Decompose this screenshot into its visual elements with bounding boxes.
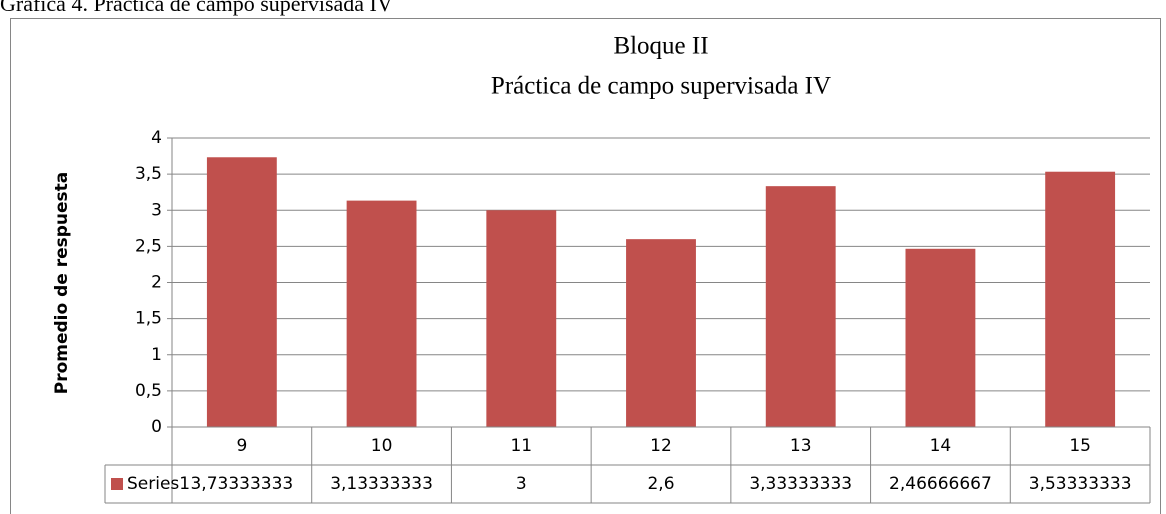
bar (206, 157, 277, 427)
bar (626, 239, 696, 427)
x-tick-label: 12 (650, 436, 672, 456)
table-value: 2,6 (647, 474, 674, 494)
y-tick-label: 1 (151, 345, 162, 365)
x-tick-label: 9 (236, 436, 247, 456)
table-value: 3,33333333 (749, 474, 852, 494)
legend-label: Series1 (127, 474, 190, 494)
table-value: 3 (516, 474, 527, 494)
x-tick-label: 11 (510, 436, 532, 456)
table-value: 2,46666667 (889, 474, 992, 494)
bar (905, 248, 976, 427)
legend-swatch (111, 478, 123, 490)
y-tick-label: 3,5 (135, 164, 162, 184)
caption: Gráfica 4. Práctica de campo supervisada… (0, 0, 393, 16)
table-value: 3,73333333 (190, 474, 293, 494)
y-tick-label: 2 (151, 273, 162, 293)
bar (486, 210, 557, 427)
y-tick-label: 4 (151, 128, 162, 148)
y-axis-label: Promedio de respuesta (52, 172, 72, 395)
table-value: 3,53333333 (1029, 474, 1132, 494)
bar (765, 186, 836, 427)
x-tick-label: 13 (790, 436, 812, 456)
chart-subtitle: Práctica de campo supervisada IV (491, 73, 831, 100)
y-tick-label: 0 (151, 417, 162, 437)
y-tick-label: 1,5 (135, 309, 162, 329)
table-value: 3,13333333 (330, 474, 433, 494)
y-tick-label: 0,5 (135, 381, 162, 401)
x-tick-label: 15 (1069, 436, 1091, 456)
chart-title: Bloque II (613, 33, 708, 60)
chart-border (10, 18, 1161, 514)
bar (346, 200, 417, 427)
y-tick-label: 3 (151, 200, 162, 220)
y-tick-label: 2,5 (135, 236, 162, 256)
x-tick-label: 14 (930, 436, 952, 456)
bar (1045, 171, 1116, 427)
x-tick-label: 10 (371, 436, 393, 456)
